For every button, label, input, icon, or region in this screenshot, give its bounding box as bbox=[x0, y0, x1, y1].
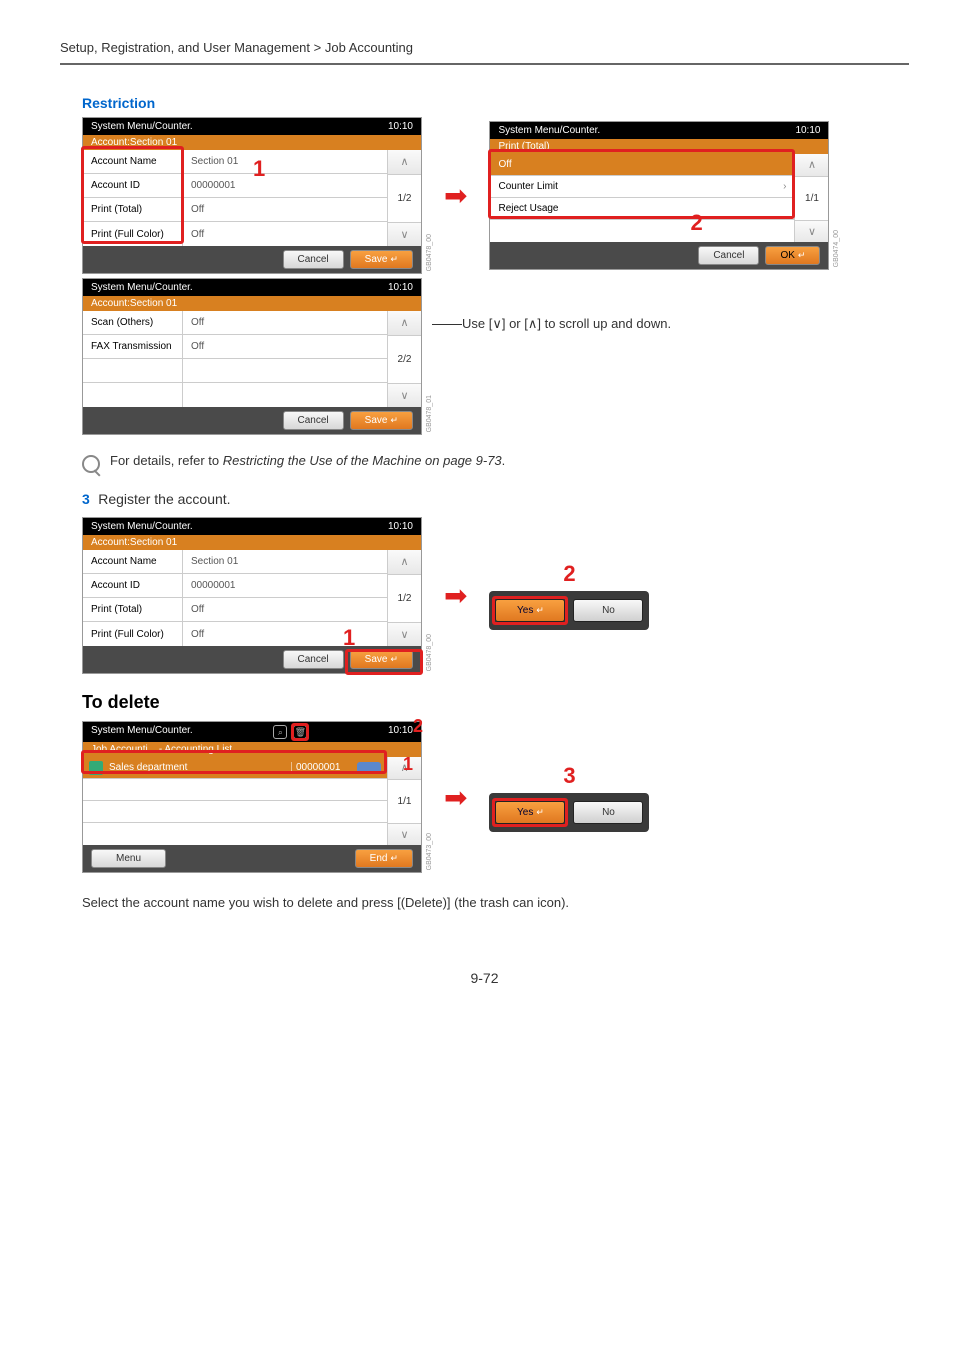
ok-button[interactable]: OK↵ bbox=[765, 246, 820, 265]
scroll-down[interactable]: ∨ bbox=[388, 623, 421, 647]
page-indicator: 1/1 bbox=[795, 177, 828, 221]
scroll-up[interactable]: ∧ bbox=[388, 150, 421, 175]
panel-id: GB0478_01 bbox=[426, 395, 433, 432]
clock: 10:10 bbox=[388, 282, 413, 293]
menu-button[interactable]: Menu bbox=[91, 849, 166, 868]
to-delete-heading: To delete bbox=[82, 692, 909, 713]
scroll-up[interactable]: ∧ bbox=[388, 311, 421, 336]
highlight-options bbox=[488, 149, 795, 219]
end-button[interactable]: End↵ bbox=[355, 849, 413, 868]
row-account-id[interactable]: Account ID00000001 bbox=[83, 574, 387, 598]
list-row-empty bbox=[83, 823, 387, 845]
row-empty bbox=[83, 383, 387, 407]
highlight-save bbox=[345, 649, 423, 675]
confirm-dialog: Yes↵ No bbox=[489, 591, 649, 630]
trash-icon[interactable]: 🗑 bbox=[293, 725, 307, 739]
arrow-icon: ➡ bbox=[444, 579, 467, 612]
search-icon[interactable]: ⌕ bbox=[273, 725, 287, 739]
row-empty bbox=[83, 359, 387, 383]
cancel-button[interactable]: Cancel bbox=[283, 250, 344, 269]
highlight-row bbox=[81, 750, 387, 774]
row-print-full-color[interactable]: Print (Full Color)Off bbox=[83, 622, 387, 646]
save-button[interactable]: Save↵ bbox=[350, 411, 413, 430]
clock: 10:10 bbox=[795, 125, 820, 136]
option-empty bbox=[490, 220, 794, 242]
callout-1: 1 bbox=[403, 754, 413, 775]
panel-title: System Menu/Counter. bbox=[91, 121, 193, 132]
panel-account-1: System Menu/Counter. 10:10 Account:Secti… bbox=[82, 117, 422, 274]
panel-account-2: System Menu/Counter. 10:10 Account:Secti… bbox=[82, 278, 422, 435]
panel-id: GB0473_00 bbox=[426, 833, 433, 870]
note-text: For details, refer to Restricting the Us… bbox=[110, 453, 505, 468]
scroll-down[interactable]: ∨ bbox=[388, 384, 421, 408]
no-button[interactable]: No bbox=[573, 801, 643, 824]
arrow-icon: ➡ bbox=[444, 179, 467, 212]
clock: 10:10 bbox=[388, 725, 413, 739]
panel-subtitle: Account:Section 01 bbox=[83, 535, 421, 550]
callout-1: 1 bbox=[343, 625, 355, 651]
magnifier-icon bbox=[82, 455, 100, 473]
no-button[interactable]: No bbox=[573, 599, 643, 622]
page-indicator: 1/1 bbox=[388, 780, 421, 824]
cancel-button[interactable]: Cancel bbox=[698, 246, 759, 265]
page-indicator: 2/2 bbox=[388, 336, 421, 384]
panel-title: System Menu/Counter. bbox=[498, 125, 600, 136]
scroll-down[interactable]: ∨ bbox=[388, 824, 421, 846]
callout-3: 3 bbox=[489, 763, 649, 789]
delete-caption: Select the account name you wish to dele… bbox=[82, 895, 909, 910]
step-number: 3 bbox=[82, 491, 90, 507]
scroll-annotation: Use [∨] or [∧] to scroll up and down. bbox=[462, 316, 671, 332]
scroll-up[interactable]: ∧ bbox=[388, 550, 421, 575]
row-print-total[interactable]: Print (Total)Off bbox=[83, 598, 387, 622]
highlight-labels bbox=[81, 146, 184, 244]
callout-2: 2 bbox=[690, 210, 702, 236]
panel-title: System Menu/Counter. bbox=[91, 725, 193, 739]
page-indicator: 1/2 bbox=[388, 175, 421, 223]
step-text: Register the account. bbox=[98, 491, 230, 507]
cancel-button[interactable]: Cancel bbox=[283, 411, 344, 430]
callout-2: 2 bbox=[413, 716, 423, 737]
callout-2: 2 bbox=[489, 561, 649, 587]
scroll-down[interactable]: ∨ bbox=[388, 223, 421, 247]
panel-accounting-list: System Menu/Counter. ⌕ 🗑 10:10 2 Job Acc… bbox=[82, 721, 422, 873]
page-indicator: 1/2 bbox=[388, 575, 421, 623]
row-account-name[interactable]: Account NameSection 01 bbox=[83, 550, 387, 574]
restriction-title: Restriction bbox=[82, 95, 909, 111]
callout-1: 1 bbox=[253, 156, 265, 182]
panel-title: System Menu/Counter. bbox=[91, 521, 193, 532]
yes-button[interactable]: Yes↵ bbox=[495, 801, 565, 824]
panel-title: System Menu/Counter. bbox=[91, 282, 193, 293]
panel-id: GB0474_00 bbox=[833, 230, 840, 267]
list-row-empty bbox=[83, 779, 387, 801]
scroll-up[interactable]: ∧ bbox=[795, 154, 828, 177]
scroll-down[interactable]: ∨ bbox=[795, 221, 828, 243]
arrow-icon: ➡ bbox=[444, 781, 467, 814]
row-fax-transmission[interactable]: FAX TransmissionOff bbox=[83, 335, 387, 359]
panel-id: GB0478_00 bbox=[426, 634, 433, 671]
clock: 10:10 bbox=[388, 121, 413, 132]
save-button[interactable]: Save↵ bbox=[350, 250, 413, 269]
confirm-dialog: Yes↵ No bbox=[489, 793, 649, 832]
panel-print-total: System Menu/Counter. 10:10 Print (Total)… bbox=[489, 121, 829, 270]
list-row-empty bbox=[83, 801, 387, 823]
yes-button[interactable]: Yes↵ bbox=[495, 599, 565, 622]
panel-register: System Menu/Counter. 10:10 Account:Secti… bbox=[82, 517, 422, 674]
divider bbox=[60, 63, 909, 65]
panel-id: GB0478_00 bbox=[426, 234, 433, 271]
page-number: 9-72 bbox=[60, 970, 909, 986]
connector-line bbox=[432, 324, 462, 325]
panel-subtitle: Account:Section 01 bbox=[83, 296, 421, 311]
breadcrumb: Setup, Registration, and User Management… bbox=[60, 40, 909, 55]
cancel-button[interactable]: Cancel bbox=[283, 650, 344, 669]
clock: 10:10 bbox=[388, 521, 413, 532]
row-scan-others[interactable]: Scan (Others)Off bbox=[83, 311, 387, 335]
